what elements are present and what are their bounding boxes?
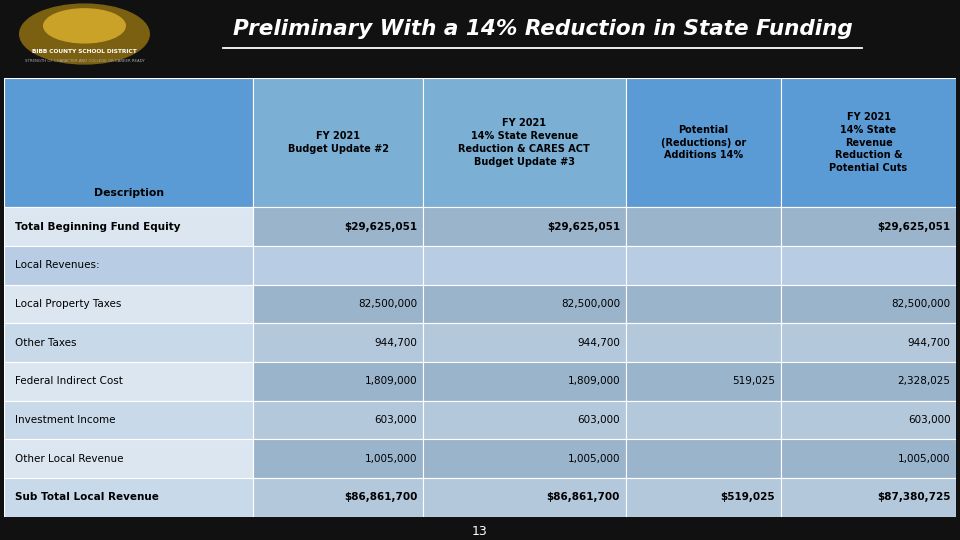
FancyBboxPatch shape [4, 478, 253, 517]
Text: $29,625,051: $29,625,051 [877, 221, 950, 232]
Text: $86,861,700: $86,861,700 [344, 492, 418, 502]
FancyBboxPatch shape [253, 207, 422, 246]
Text: $29,625,051: $29,625,051 [344, 221, 418, 232]
Text: 519,025: 519,025 [732, 376, 776, 386]
Text: 1,809,000: 1,809,000 [365, 376, 418, 386]
FancyBboxPatch shape [780, 78, 956, 207]
FancyBboxPatch shape [780, 285, 956, 323]
FancyBboxPatch shape [253, 285, 422, 323]
Text: 944,700: 944,700 [374, 338, 418, 348]
Text: BIBB COUNTY SCHOOL DISTRICT: BIBB COUNTY SCHOOL DISTRICT [32, 49, 137, 53]
FancyBboxPatch shape [4, 207, 253, 246]
FancyBboxPatch shape [422, 323, 626, 362]
FancyBboxPatch shape [253, 78, 422, 207]
Text: 944,700: 944,700 [577, 338, 620, 348]
Text: FY 2021
14% State
Revenue
Reduction &
Potential Cuts: FY 2021 14% State Revenue Reduction & Po… [829, 112, 907, 173]
FancyBboxPatch shape [422, 478, 626, 517]
Text: Sub Total Local Revenue: Sub Total Local Revenue [15, 492, 159, 502]
FancyBboxPatch shape [422, 246, 626, 285]
FancyBboxPatch shape [626, 246, 780, 285]
FancyBboxPatch shape [422, 78, 626, 207]
Text: Other Taxes: Other Taxes [15, 338, 77, 348]
Text: 1,005,000: 1,005,000 [365, 454, 418, 464]
FancyBboxPatch shape [780, 323, 956, 362]
FancyBboxPatch shape [780, 478, 956, 517]
FancyBboxPatch shape [4, 246, 253, 285]
FancyBboxPatch shape [422, 440, 626, 478]
FancyBboxPatch shape [253, 401, 422, 440]
FancyBboxPatch shape [253, 362, 422, 401]
Text: Federal Indirect Cost: Federal Indirect Cost [15, 376, 123, 386]
Text: $29,625,051: $29,625,051 [547, 221, 620, 232]
FancyBboxPatch shape [422, 362, 626, 401]
FancyBboxPatch shape [4, 440, 253, 478]
Text: 603,000: 603,000 [577, 415, 620, 425]
Text: 1,809,000: 1,809,000 [567, 376, 620, 386]
FancyBboxPatch shape [780, 401, 956, 440]
Text: $519,025: $519,025 [721, 492, 776, 502]
Text: $86,861,700: $86,861,700 [546, 492, 620, 502]
FancyBboxPatch shape [780, 246, 956, 285]
Text: Local Property Taxes: Local Property Taxes [15, 299, 122, 309]
FancyBboxPatch shape [626, 440, 780, 478]
FancyBboxPatch shape [4, 285, 253, 323]
Text: $87,380,725: $87,380,725 [876, 492, 950, 502]
FancyBboxPatch shape [626, 362, 780, 401]
FancyBboxPatch shape [626, 207, 780, 246]
Text: 82,500,000: 82,500,000 [891, 299, 950, 309]
Text: Description: Description [93, 187, 163, 198]
Text: 1,005,000: 1,005,000 [567, 454, 620, 464]
FancyBboxPatch shape [626, 285, 780, 323]
FancyBboxPatch shape [253, 246, 422, 285]
Text: FY 2021
Budget Update #2: FY 2021 Budget Update #2 [288, 131, 389, 154]
Text: Local Revenues:: Local Revenues: [15, 260, 100, 271]
Text: 944,700: 944,700 [907, 338, 950, 348]
FancyBboxPatch shape [626, 478, 780, 517]
Text: 1,005,000: 1,005,000 [898, 454, 950, 464]
Text: Preliminary With a 14% Reduction in State Funding: Preliminary With a 14% Reduction in Stat… [232, 18, 852, 38]
Text: 82,500,000: 82,500,000 [561, 299, 620, 309]
FancyBboxPatch shape [626, 323, 780, 362]
Text: 603,000: 603,000 [908, 415, 950, 425]
FancyBboxPatch shape [253, 323, 422, 362]
FancyBboxPatch shape [4, 78, 253, 207]
FancyBboxPatch shape [780, 440, 956, 478]
Text: Total Beginning Fund Equity: Total Beginning Fund Equity [15, 221, 180, 232]
Text: Potential
(Reductions) or
Additions 14%: Potential (Reductions) or Additions 14% [660, 125, 746, 160]
Text: Investment Income: Investment Income [15, 415, 116, 425]
FancyBboxPatch shape [422, 401, 626, 440]
FancyBboxPatch shape [780, 207, 956, 246]
Ellipse shape [19, 4, 150, 64]
Text: 82,500,000: 82,500,000 [358, 299, 418, 309]
FancyBboxPatch shape [780, 362, 956, 401]
Text: FY 2021
14% State Revenue
Reduction & CARES ACT
Budget Update #3: FY 2021 14% State Revenue Reduction & CA… [459, 118, 590, 167]
Ellipse shape [43, 9, 125, 43]
FancyBboxPatch shape [4, 362, 253, 401]
FancyBboxPatch shape [626, 401, 780, 440]
Text: STRENGTH OF CHARACTER AND COLLEGE OR CAREER READY: STRENGTH OF CHARACTER AND COLLEGE OR CAR… [25, 59, 144, 63]
Text: 13: 13 [472, 525, 488, 538]
FancyBboxPatch shape [422, 207, 626, 246]
FancyBboxPatch shape [253, 440, 422, 478]
FancyBboxPatch shape [422, 285, 626, 323]
Text: 603,000: 603,000 [374, 415, 418, 425]
Text: Other Local Revenue: Other Local Revenue [15, 454, 124, 464]
Text: 2,328,025: 2,328,025 [898, 376, 950, 386]
FancyBboxPatch shape [4, 401, 253, 440]
FancyBboxPatch shape [4, 323, 253, 362]
FancyBboxPatch shape [626, 78, 780, 207]
FancyBboxPatch shape [253, 478, 422, 517]
